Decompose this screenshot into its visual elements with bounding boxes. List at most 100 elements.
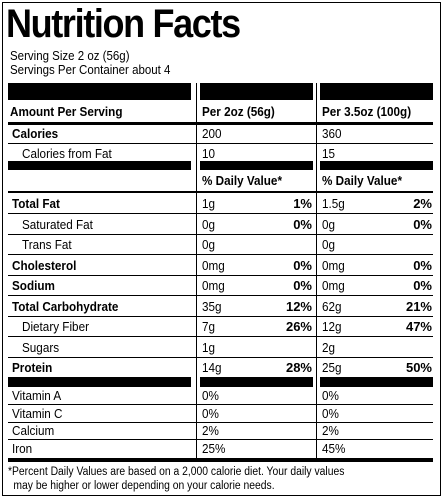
nutrient-percent-col1: 1% <box>293 196 312 211</box>
footnote: *Percent Daily Values are based on a 2,0… <box>8 465 422 493</box>
thick-divider <box>200 377 313 387</box>
calories-from-fat-col1: 10 <box>202 146 216 161</box>
footnote-line: may be higher or lower depending on your… <box>13 480 275 492</box>
row-divider <box>8 274 433 276</box>
nutrient-amount-col1: 1g <box>202 339 216 355</box>
calories-from-fat-row: Calories from Fat 10 15 <box>0 143 445 164</box>
vitamin-label: Iron <box>12 440 33 456</box>
nutrient-row: Sugars 1g 2g <box>0 337 445 358</box>
nutrient-amount-col1: 0mg <box>202 278 225 293</box>
daily-value-header-col2: % Daily Value* <box>322 173 403 188</box>
vitamin-row: Calcium 2% 2% <box>0 422 445 440</box>
header-divider <box>8 122 433 125</box>
nutrient-percent-col1 <box>262 337 312 358</box>
nutrient-amount-col2: 25g <box>322 360 342 375</box>
nutrient-amount-col1: 0g <box>202 237 216 252</box>
row-divider <box>8 213 433 214</box>
vitamin-col2: 0% <box>322 405 339 421</box>
nutrient-percent-col2 <box>382 337 432 358</box>
nutrient-percent-col1: 0% <box>293 257 312 273</box>
vitamin-label: Calcium <box>12 423 55 438</box>
nutrient-amount-col1: 0mg <box>202 257 225 273</box>
nutrient-amount-col2: 12g <box>322 319 342 334</box>
thick-divider <box>200 161 313 170</box>
vitamin-col1: 0% <box>202 388 219 403</box>
calories-col1: 200 <box>202 126 222 141</box>
serving-size: Serving Size 2 oz (56g) <box>10 49 130 63</box>
calories-label: Calories <box>12 126 59 141</box>
amount-per-serving-header: Amount Per Serving <box>10 104 123 119</box>
vitamin-row: Vitamin C 0% 0% <box>0 405 445 423</box>
vitamin-col1: 25% <box>202 440 226 456</box>
row-divider <box>8 254 433 255</box>
nutrient-label: Trans Fat <box>22 237 72 252</box>
nutrient-amount-col2: 62g <box>322 298 342 314</box>
nutrient-row: Trans Fat 0g 0g <box>0 234 445 255</box>
vitamin-col2: 2% <box>322 423 339 438</box>
label-title: Nutrition Facts <box>6 2 241 46</box>
vitamin-col2: 0% <box>322 388 339 403</box>
nutrient-label: Dietary Fiber <box>22 319 89 334</box>
nutrient-percent-col1: 28% <box>285 360 312 375</box>
calories-from-fat-label: Calories from Fat <box>22 146 112 161</box>
nutrient-amount-col1: 14g <box>202 360 222 375</box>
nutrient-row: Cholesterol 0mg 0% 0mg 0% <box>0 255 445 276</box>
nutrient-amount-col1: 1g <box>202 196 216 211</box>
vitamin-label: Vitamin A <box>12 388 62 403</box>
nutrient-percent-col2: 47% <box>405 319 432 334</box>
row-divider <box>8 356 433 358</box>
nutrient-percent-col2: 0% <box>413 216 432 232</box>
row-divider <box>8 233 433 235</box>
thick-divider <box>8 377 191 387</box>
nutrient-amount-col2: 0mg <box>322 257 345 273</box>
vitamin-label: Vitamin C <box>12 405 63 421</box>
calories-row: Calories 200 360 <box>0 123 445 144</box>
nutrient-amount-col1: 7g <box>202 319 216 334</box>
nutrient-percent-col1: 12% <box>285 298 312 314</box>
thick-divider <box>320 161 433 170</box>
nutrient-percent-col2: 50% <box>405 360 432 375</box>
nutrient-percent-col1 <box>262 234 312 255</box>
vitamin-col2: 45% <box>322 440 346 456</box>
nutrient-label: Total Carbohydrate <box>12 298 119 314</box>
nutrient-row: Sodium 0mg 0% 0mg 0% <box>0 275 445 296</box>
nutrient-percent-col2 <box>382 234 432 255</box>
vitamin-col1: 0% <box>202 405 219 421</box>
daily-value-header-col1: % Daily Value* <box>202 173 283 188</box>
nutrient-percent-col2: 0% <box>413 278 432 293</box>
row-divider <box>8 439 433 440</box>
nutrient-amount-col2: 2g <box>322 339 336 355</box>
nutrient-amount-col2: 0g <box>322 237 336 252</box>
nutrient-amount-col2: 1.5g <box>322 196 345 211</box>
nutrient-row: Saturated Fat 0g 0% 0g 0% <box>0 214 445 235</box>
row-divider <box>8 315 433 317</box>
nutrient-percent-col1: 0% <box>293 216 312 232</box>
vitamin-row: Vitamin A 0% 0% <box>0 387 445 405</box>
row-divider <box>8 404 433 405</box>
nutrient-label: Saturated Fat <box>22 216 93 232</box>
nutrient-row: Total Fat 1g 1% 1.5g 2% <box>0 193 445 214</box>
nutrient-percent-col1: 26% <box>285 319 312 334</box>
nutrient-label: Sodium <box>12 278 55 293</box>
nutrient-label: Total Fat <box>12 196 60 211</box>
nutrient-label: Protein <box>12 360 53 375</box>
row-divider <box>8 421 433 423</box>
column-divider <box>316 83 317 458</box>
row-divider <box>8 336 433 337</box>
nutrient-row: Dietary Fiber 7g 26% 12g 47% <box>0 316 445 337</box>
nutrient-amount-col2: 0mg <box>322 278 345 293</box>
col1-header: Per 2oz (56g) <box>202 104 275 119</box>
thick-divider <box>8 83 191 100</box>
footnote-divider <box>8 458 433 462</box>
footnote-line: *Percent Daily Values are based on a 2,0… <box>8 466 345 478</box>
nutrient-percent-col2: 21% <box>405 298 432 314</box>
column-divider <box>196 83 197 458</box>
servings-per-container: Servings Per Container about 4 <box>10 63 171 77</box>
nutrient-percent-col2: 0% <box>413 257 432 273</box>
vitamin-col1: 2% <box>202 423 219 438</box>
daily-value-divider <box>8 191 433 193</box>
nutrient-amount-col2: 0g <box>322 216 336 232</box>
col2-header: Per 3.5oz (100g) <box>322 104 412 119</box>
thick-divider <box>200 83 313 100</box>
nutrient-row: Protein 14g 28% 25g 50% <box>0 357 445 378</box>
